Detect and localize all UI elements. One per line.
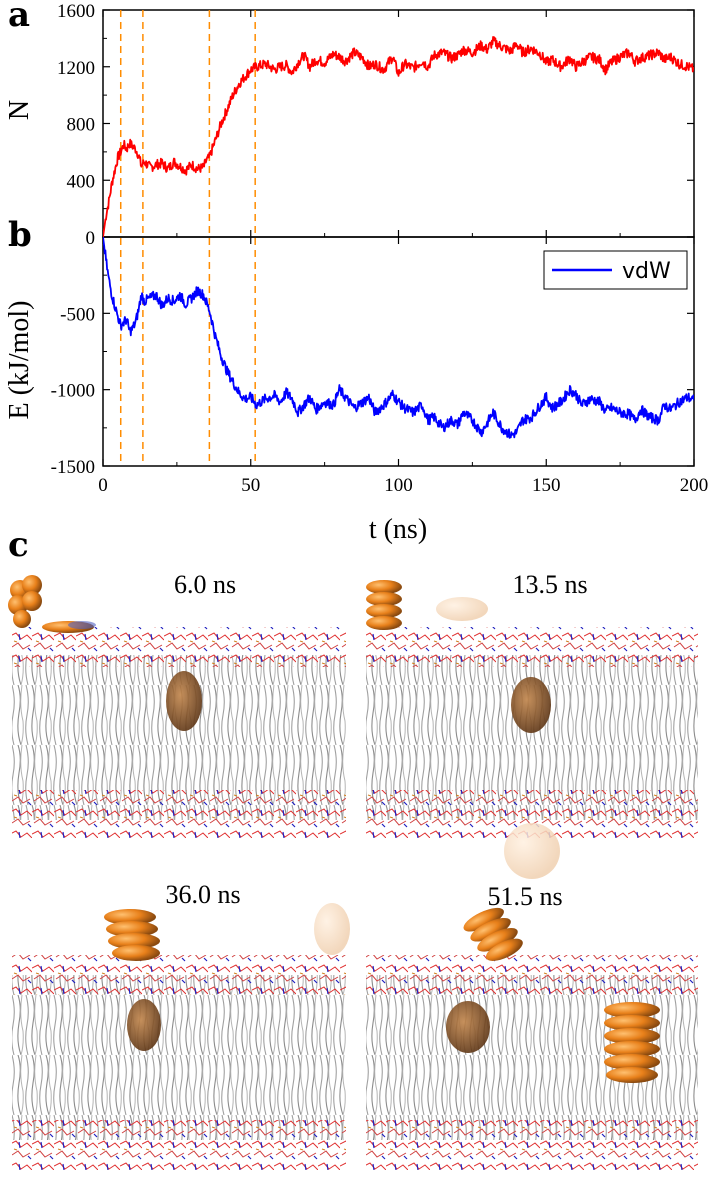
x-tick-label: 200 [680,475,709,496]
panel-label-c: c [8,525,29,565]
legend: vdW [543,250,688,290]
plot-a-ticks: 400 800 1200 1600 [57,1,695,238]
lower-headgroups [12,790,346,838]
y-tick-label: 0 [86,228,96,249]
nanoparticle-inside [446,1001,490,1053]
nanoparticle-inside [166,671,202,731]
x-tick-label: 50 [241,475,260,496]
y-tick-label: -1500 [51,457,95,478]
lipid-tails [12,975,346,1140]
y-axis-label-n: N [4,100,35,120]
y-tick-label: 800 [67,115,96,136]
nanoparticle-faded [436,597,560,879]
upper-headgroups [12,627,346,667]
x-tick-label: 0 [98,475,108,496]
legend-label: vdW [622,259,671,284]
upper-headgroups [12,955,346,995]
snapshot-6-0ns: 6.0 ns [8,570,346,838]
y-tick-label: 1600 [57,1,95,22]
x-tick-label: 100 [384,475,413,496]
snapshot-51-5ns: 51.5 ns [366,882,698,1170]
upper-headgroups [366,627,698,667]
time-markers [119,10,256,466]
nanoparticle-inside [127,999,161,1051]
nanoparticle-top [104,909,160,961]
nanoparticle-flat [42,621,96,633]
y-axis-label-e: E (kJ/mol) [4,301,35,420]
y-tick-label: -1000 [51,381,95,402]
series-line-n [103,36,694,237]
nanoparticle-top [366,580,402,630]
panel-label-b: b [8,215,32,255]
y-tick-label: 400 [67,171,96,192]
y-tick-label: -500 [60,304,95,325]
snapshot-title: 51.5 ns [487,882,562,911]
upper-headgroups [366,955,698,995]
nanoparticle-top [8,575,42,628]
snapshot-36-0ns: 36.0 ns [12,880,350,1170]
nanoparticle-top [463,907,523,961]
x-axis-label: t (ns) [369,514,427,545]
plot-a-frame [102,9,695,238]
snapshot-title: 6.0 ns [174,570,236,599]
snapshot-title: 36.0 ns [165,880,240,909]
lower-headgroups [366,1120,698,1170]
nanoparticle-inside [511,677,551,733]
lower-headgroups [12,1120,346,1170]
nanoparticle-inserted [604,1002,660,1083]
nanoparticle-faded [314,903,350,955]
x-tick-label: 150 [532,475,561,496]
series-line-vdw [103,237,694,439]
panel-label-a: a [8,0,30,35]
snapshot-13-5ns: 13.5 ns [366,570,698,879]
snapshot-title: 13.5 ns [512,570,587,599]
y-tick-label: 1200 [57,58,95,79]
